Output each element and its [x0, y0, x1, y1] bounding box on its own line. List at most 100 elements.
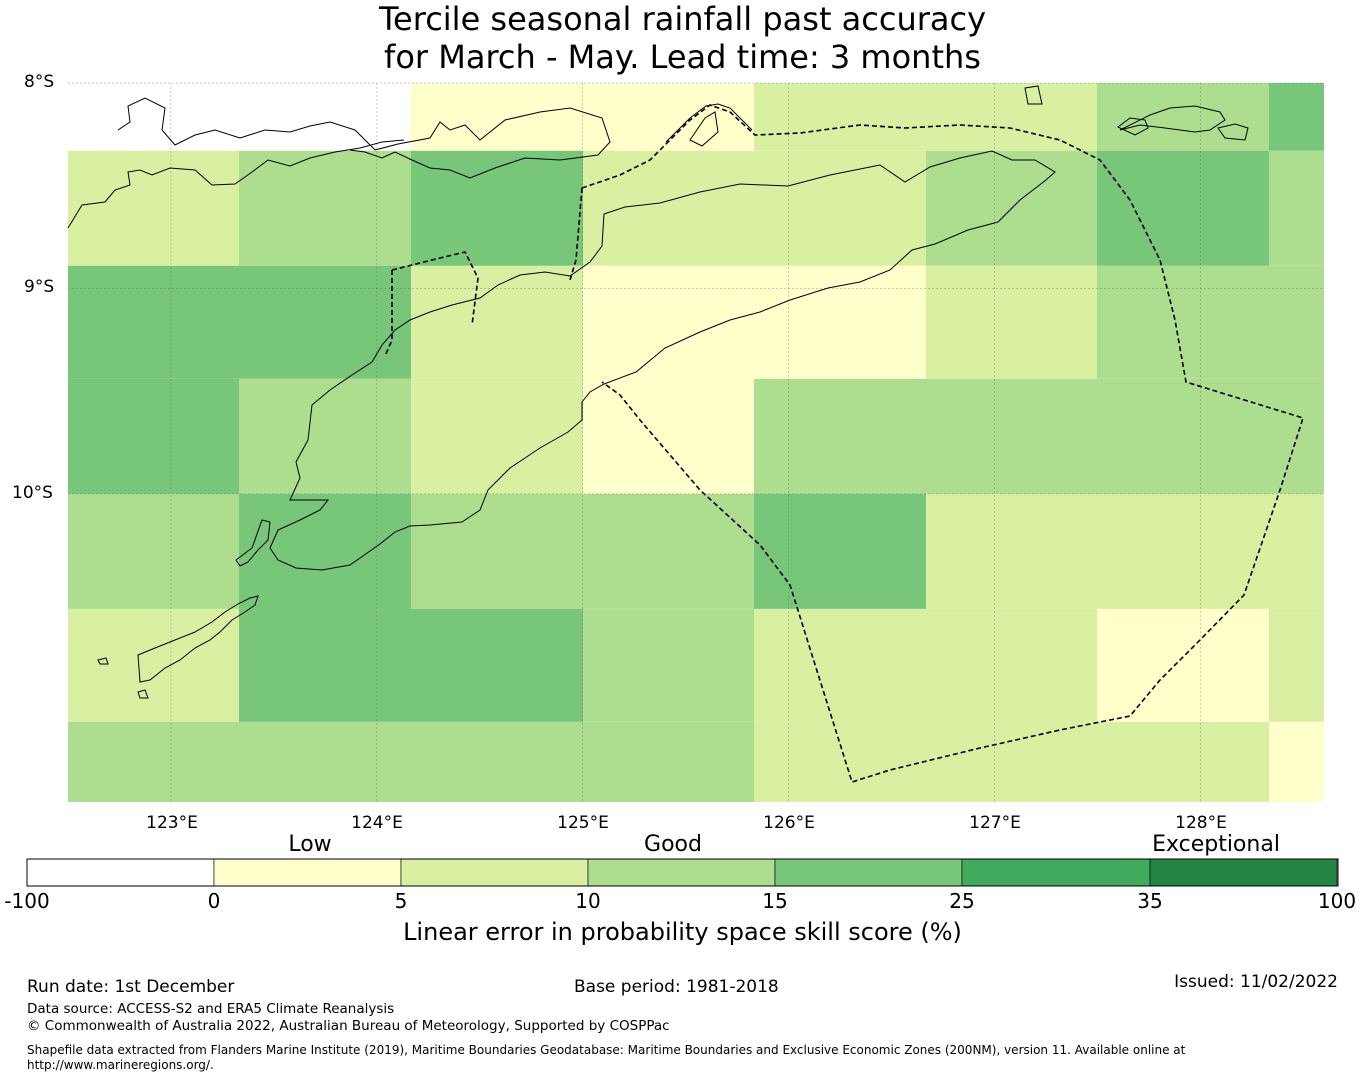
colorbar-tick: 15 [762, 889, 788, 913]
skill-cell [68, 608, 239, 722]
lon-label-124e: 124°E [351, 813, 403, 833]
skill-cell [411, 150, 583, 266]
skill-cell [754, 608, 926, 722]
skill-cell [239, 608, 411, 722]
colorbar-tick: -100 [4, 889, 50, 913]
skill-cell [754, 721, 926, 802]
skill-cell [68, 265, 239, 379]
coastline-north-tip [665, 103, 753, 143]
skill-cell [1269, 150, 1324, 266]
skill-cell [1269, 265, 1324, 379]
shapefile-credit: Shapefile data extracted from Flanders M… [27, 1043, 1186, 1057]
skill-cell [239, 721, 411, 802]
colorbar-category-low: Low [288, 832, 332, 857]
colorbar-tick: 25 [949, 889, 975, 913]
lat-label-9s: 9°S [24, 277, 55, 297]
lon-label-123e: 123°E [146, 813, 198, 833]
skill-cell [754, 265, 926, 379]
coastline [67, 85, 1249, 699]
colorbar-swatch [1149, 858, 1338, 887]
copyright: © Commonwealth of Australia 2022, Austra… [27, 1018, 670, 1034]
colorbar-tick: 100 [1317, 889, 1357, 913]
coastline-roma [1217, 123, 1249, 141]
skill-cell [68, 493, 239, 609]
skill-cell [1097, 493, 1269, 609]
skill-cell [1269, 721, 1324, 802]
colorbar-tick: 0 [207, 889, 221, 913]
map-gridlines [68, 82, 1324, 802]
lat-label-8s: 8°S [24, 72, 55, 92]
colorbar-outline [26, 858, 1339, 887]
colorbar-swatch [774, 858, 963, 887]
skill-cell [239, 265, 411, 379]
skill-cell [583, 608, 754, 722]
coastline-kisar [1117, 117, 1149, 136]
skill-cell [754, 150, 926, 266]
skill-cell [411, 265, 583, 379]
colorbar-swatch [26, 858, 215, 887]
skill-cell [1097, 608, 1269, 722]
title-line-2: for March - May. Lead time: 3 months [384, 38, 981, 76]
skill-cell [583, 150, 754, 266]
skill-cell [411, 608, 583, 722]
eez-timor-leste-north [581, 104, 1305, 784]
skill-cell [926, 83, 1097, 151]
colorbar-swatch [961, 858, 1151, 887]
skill-cell [583, 721, 754, 802]
skill-cell [1269, 493, 1324, 609]
skill-grid-cells [68, 83, 1324, 802]
skill-cell [411, 493, 583, 609]
coastline-atauro [689, 111, 719, 147]
colorbar-tick: 10 [575, 889, 601, 913]
colorbar-swatches [26, 858, 1338, 887]
skill-cell [926, 265, 1097, 379]
coastline-small-1 [1024, 85, 1043, 105]
base-period: Base period: 1981-2018 [574, 977, 779, 997]
lon-label-128e: 128°E [1175, 813, 1227, 833]
coastline-north-islands [117, 97, 611, 179]
lon-label-126e: 126°E [763, 813, 815, 833]
skill-cell [1269, 83, 1324, 151]
coastline-rote [235, 519, 271, 567]
skill-cell [68, 721, 239, 802]
skill-cell [754, 378, 926, 494]
skill-cell [583, 493, 754, 609]
lon-label-127e: 127°E [969, 813, 1021, 833]
shapefile-url: http://www.marineregions.org/. [27, 1058, 214, 1072]
colorbar-tick: 5 [394, 889, 408, 913]
lat-label-10s: 10°S [12, 483, 53, 503]
colorbar-category-good: Good [644, 832, 702, 857]
skill-cell [754, 493, 926, 609]
colorbar-label: Linear error in probability space skill … [403, 918, 962, 946]
skill-cell [583, 378, 754, 494]
skill-cell [411, 83, 583, 151]
colorbar-swatch [587, 858, 776, 887]
title-line-1: Tercile seasonal rainfall past accuracy [378, 0, 987, 38]
colorbar-swatch [213, 858, 402, 887]
skill-cell [926, 721, 1097, 802]
skill-cell [411, 378, 583, 494]
skill-cell [68, 378, 239, 494]
coastline-tiny-2 [137, 689, 149, 699]
skill-cell [239, 378, 411, 494]
coastline-tiny-1 [97, 657, 109, 665]
chart-title: Tercile seasonal rainfall past accuracy … [0, 0, 1365, 76]
skill-cell [1097, 265, 1269, 379]
colorbar-swatch [400, 858, 589, 887]
lon-label-125e: 125°E [557, 813, 609, 833]
skill-cell [926, 378, 1097, 494]
skill-cell [239, 150, 411, 266]
skill-cell [754, 83, 926, 151]
skill-cell [926, 608, 1097, 722]
coastline-timor [269, 150, 1056, 571]
colorbar-category-exceptional: Exceptional [1152, 832, 1280, 857]
colorbar-tick: 35 [1137, 889, 1163, 913]
run-date: Run date: 1st December [27, 977, 235, 997]
skill-cell [239, 493, 411, 609]
maritime-boundaries [384, 104, 1305, 784]
coastline-semau [137, 595, 259, 683]
coastline-west-island [67, 139, 405, 229]
skill-cell [411, 721, 583, 802]
